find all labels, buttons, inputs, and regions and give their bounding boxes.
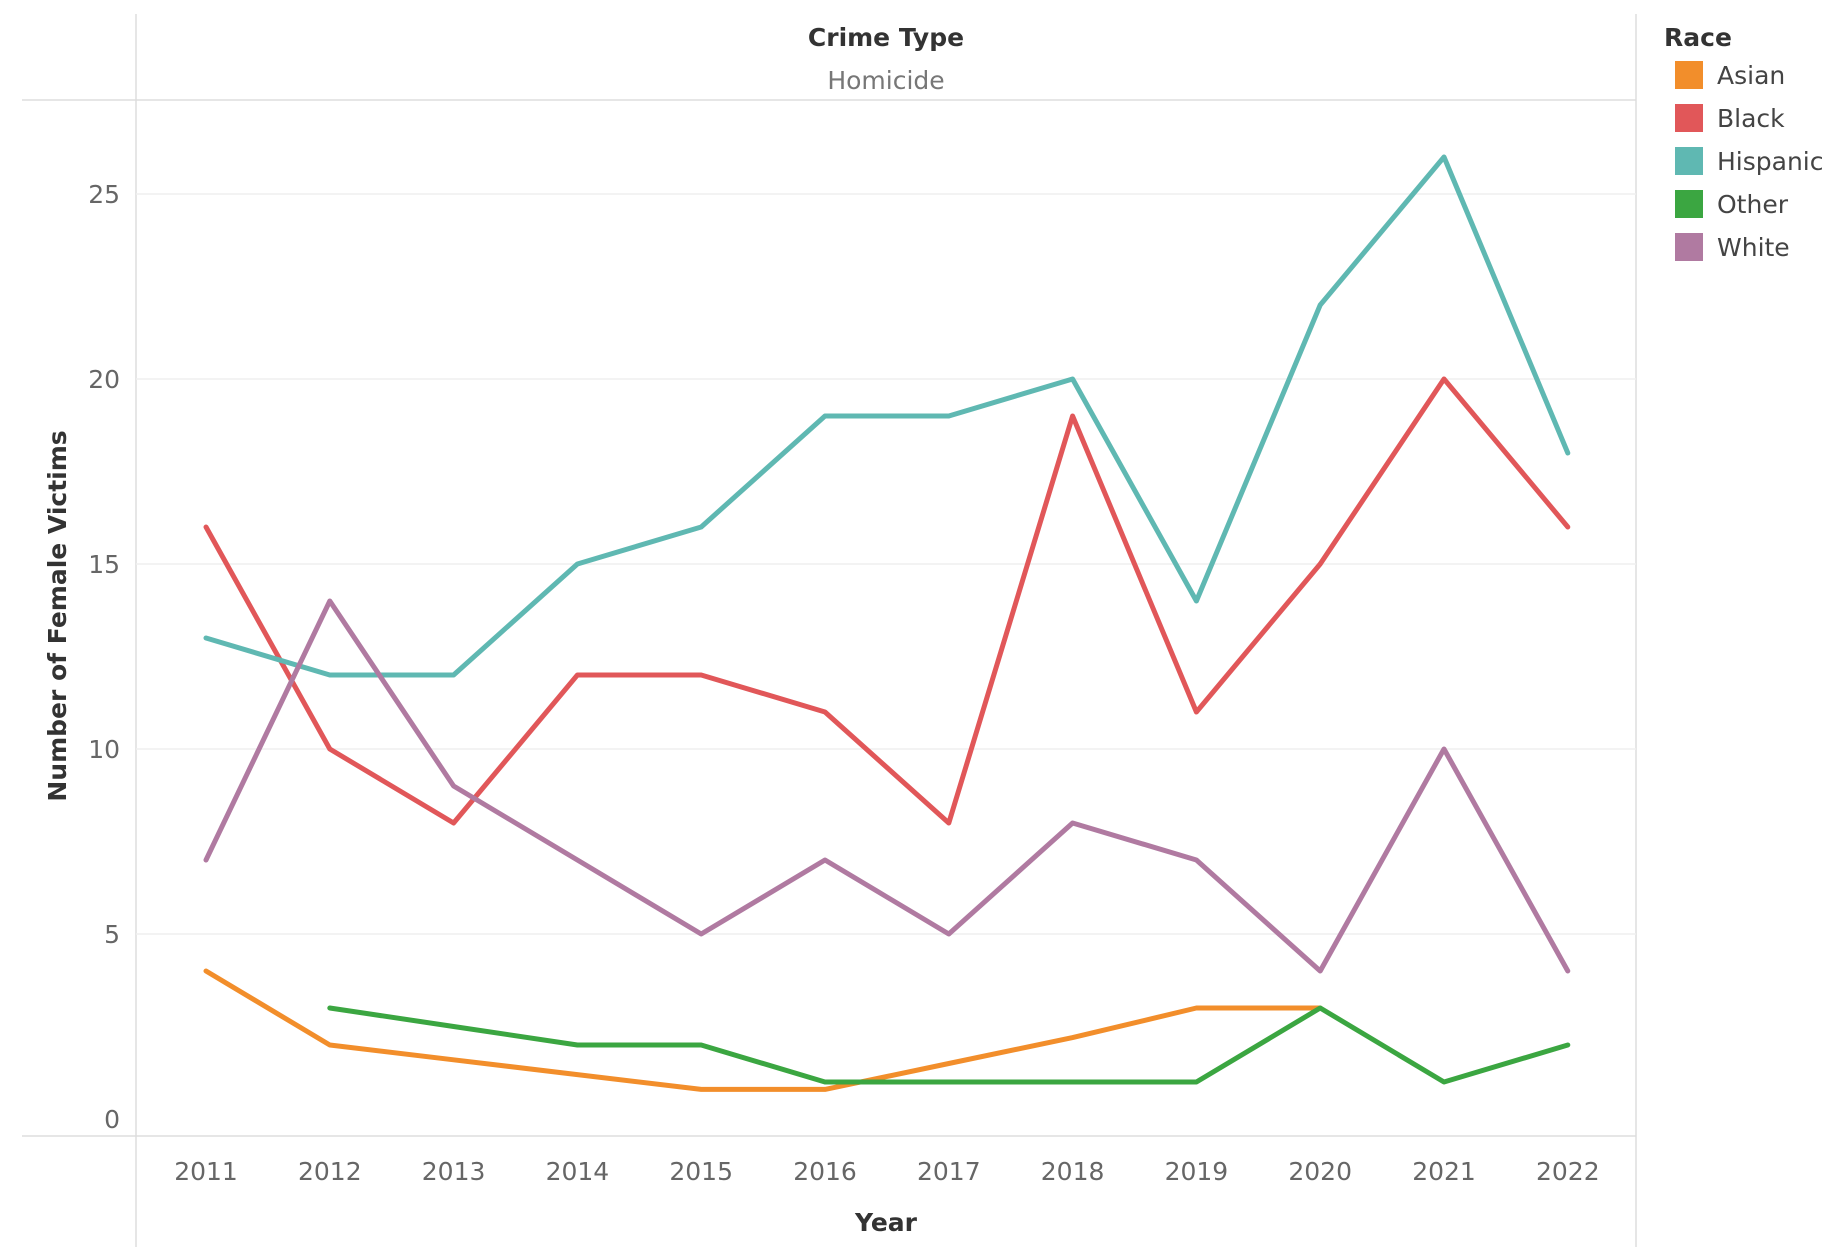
x-tick-label: 2021 [1412,1157,1476,1186]
legend-item-white[interactable]: White [1675,233,1790,262]
legend[interactable]: Race Asian Black Hispanic Other White [1664,23,1824,262]
legend-swatch-hispanic [1675,147,1703,175]
legend-title: Race [1664,23,1732,52]
y-gridlines [136,193,1636,935]
legend-item-asian[interactable]: Asian [1675,61,1785,90]
legend-label-white: White [1717,233,1790,262]
x-tick-label: 2015 [669,1157,733,1186]
x-tick-label: 2012 [298,1157,362,1186]
series-line-hispanic [203,154,1571,678]
x-axis-ticks: 2011 2012 2013 2014 2015 2016 2017 2018 2019 2020… [174,1157,1599,1186]
x-tick-label: 2022 [1536,1157,1600,1186]
x-tick-label: 2019 [1165,1157,1229,1186]
y-tick-label: 15 [88,550,120,579]
legend-label-other: Other [1717,190,1789,219]
legend-swatch-asian [1675,61,1703,89]
x-tick-label: 2014 [546,1157,610,1186]
legend-label-asian: Asian [1717,61,1785,90]
y-tick-label: 0 [104,1105,120,1134]
legend-label-hispanic: Hispanic [1717,147,1824,176]
legend-item-hispanic[interactable]: Hispanic [1675,147,1824,176]
y-tick-label: 25 [88,180,120,209]
y-tick-label: 5 [104,920,120,949]
legend-item-other[interactable]: Other [1675,190,1789,219]
x-tick-label: 2016 [793,1157,857,1186]
x-tick-label: 2018 [1041,1157,1105,1186]
series-other [327,1005,1571,1085]
y-axis-ticks: 0 5 10 15 20 25 [88,180,120,1134]
series-black [203,376,1571,826]
x-tick-label: 2013 [422,1157,486,1186]
x-tick-label: 2011 [174,1157,238,1186]
series-white [203,598,1571,974]
series-line-asian [203,968,1323,1092]
header-field-title: Crime Type [808,23,964,52]
y-tick-label: 10 [88,735,120,764]
legend-swatch-other [1675,190,1703,218]
series-line-black [203,376,1571,826]
y-axis-title: Number of Female Victims [43,430,72,801]
x-tick-label: 2020 [1288,1157,1352,1186]
data-series [203,154,1571,1092]
series-line-white [203,598,1571,974]
x-tick-label: 2017 [917,1157,981,1186]
y-tick-label: 20 [88,365,120,394]
x-axis-title: Year [854,1208,918,1237]
legend-swatch-black [1675,104,1703,132]
legend-label-black: Black [1717,104,1785,133]
series-hispanic [203,154,1571,678]
series-asian [203,968,1323,1092]
legend-item-black[interactable]: Black [1675,104,1785,133]
chart-frame [22,14,1637,1247]
legend-swatch-white [1675,233,1703,261]
header-field-value: Homicide [827,66,944,95]
series-line-other [327,1005,1571,1085]
